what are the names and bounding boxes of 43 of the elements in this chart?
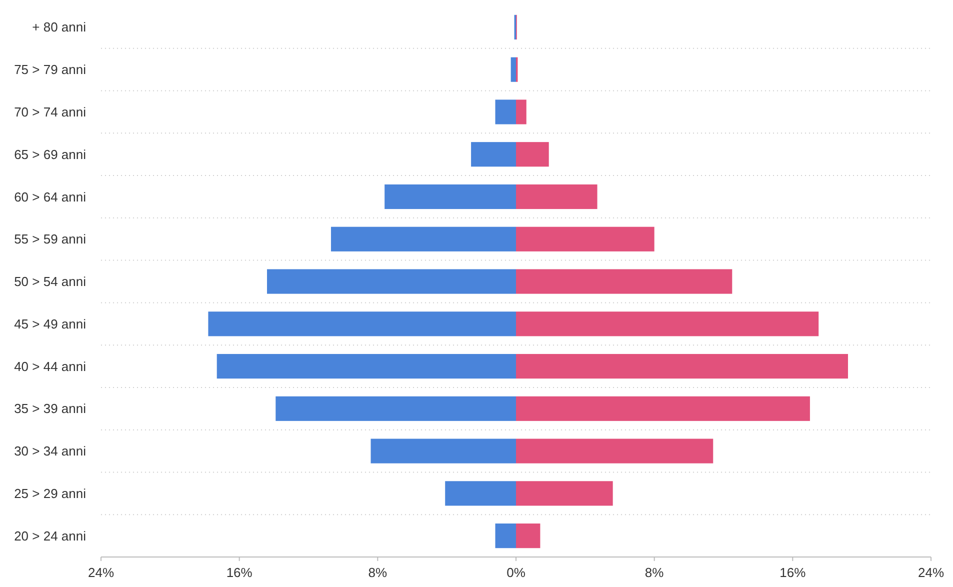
bar [267, 269, 516, 294]
bar [208, 312, 516, 336]
bar [516, 312, 819, 336]
bar [516, 269, 732, 294]
x-tick-label: 8% [368, 565, 388, 580]
y-tick-label: 50 > 54 anni [14, 274, 86, 290]
y-tick-label: 25 > 29 anni [14, 486, 86, 501]
bar [516, 226, 654, 252]
bar [330, 226, 516, 252]
y-tick-label: 65 > 69 anni [14, 146, 86, 162]
y-tick-label: 40 > 44 anni [14, 358, 86, 374]
x-tick-label: 0% [506, 565, 526, 580]
bar [516, 438, 714, 464]
bar [384, 184, 516, 210]
y-tick-label: 20 > 24 anni [14, 528, 86, 544]
x-tick-label: 16% [226, 565, 253, 580]
bar [516, 481, 613, 506]
x-tick-label: 24% [88, 565, 114, 580]
bar [516, 396, 810, 421]
y-tick-label: 30 > 34 anni [14, 444, 86, 459]
bar [516, 524, 540, 548]
x-tick-label: 24% [918, 565, 944, 580]
bar [510, 57, 516, 82]
bar [471, 142, 516, 167]
bar [495, 524, 516, 548]
y-tick-label: 60 > 64 anni [14, 189, 86, 204]
bar [216, 354, 516, 379]
bar [495, 100, 516, 124]
y-tick-label: 70 > 74 anni [14, 104, 86, 120]
y-tick-label: 55 > 59 anni [14, 232, 86, 247]
bar [445, 481, 516, 506]
y-tick-label: 35 > 39 anni [14, 401, 86, 416]
bar [516, 100, 526, 124]
y-tick-label: 75 > 79 anni [14, 62, 86, 78]
bar [516, 184, 598, 210]
x-tick-label: 8% [644, 565, 664, 580]
y-tick-label: 45 > 49 anni [14, 316, 86, 332]
bar [276, 396, 516, 421]
bar [516, 354, 848, 379]
bar [370, 438, 516, 464]
bar [516, 142, 549, 167]
y-tick-label: + 80 anni [32, 20, 86, 35]
x-tick-label: 16% [780, 565, 806, 580]
